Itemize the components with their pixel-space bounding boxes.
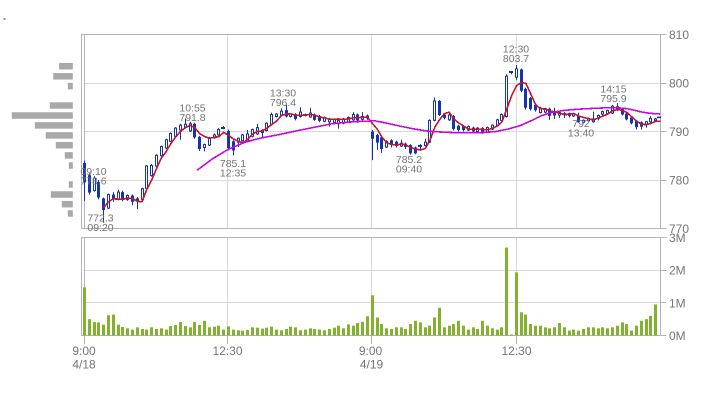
svg-text:4/19: 4/19 [360,358,384,372]
svg-text:785.1: 785.1 [220,158,246,170]
svg-text:780: 780 [669,174,689,188]
svg-text:13:30: 13:30 [270,88,296,100]
svg-text:792: 792 [572,118,590,130]
svg-text:0M: 0M [669,329,686,343]
svg-text:4/18: 4/18 [72,358,96,372]
svg-text:09:10: 09:10 [80,166,106,178]
svg-text:12:30: 12:30 [501,344,531,358]
svg-text:12:35: 12:35 [220,167,246,179]
svg-text:796.4: 796.4 [270,97,296,109]
svg-text:9:00: 9:00 [72,344,96,358]
svg-text:12:30: 12:30 [212,344,242,358]
svg-text:10:55: 10:55 [179,103,205,115]
svg-text:790: 790 [669,125,689,139]
svg-text:3M: 3M [669,231,686,245]
svg-text:810: 810 [669,28,689,42]
svg-text:772.3: 772.3 [87,213,113,225]
svg-text:13:40: 13:40 [568,128,594,140]
svg-text:12:30: 12:30 [503,44,529,56]
svg-text:785.2: 785.2 [396,154,422,166]
svg-text:795.9: 795.9 [600,93,626,105]
svg-text:800: 800 [669,77,689,91]
svg-text:770: 770 [669,222,689,236]
svg-text:14:15: 14:15 [600,84,626,96]
svg-text:778.6: 778.6 [80,176,106,188]
svg-text:9:00: 9:00 [359,344,383,358]
svg-text:2M: 2M [669,264,686,278]
svg-text:09:20: 09:20 [87,222,113,234]
svg-text:791.8: 791.8 [179,112,205,124]
svg-text:09:40: 09:40 [396,164,422,176]
svg-text:803.7: 803.7 [503,53,529,65]
svg-text:1M: 1M [669,296,686,310]
